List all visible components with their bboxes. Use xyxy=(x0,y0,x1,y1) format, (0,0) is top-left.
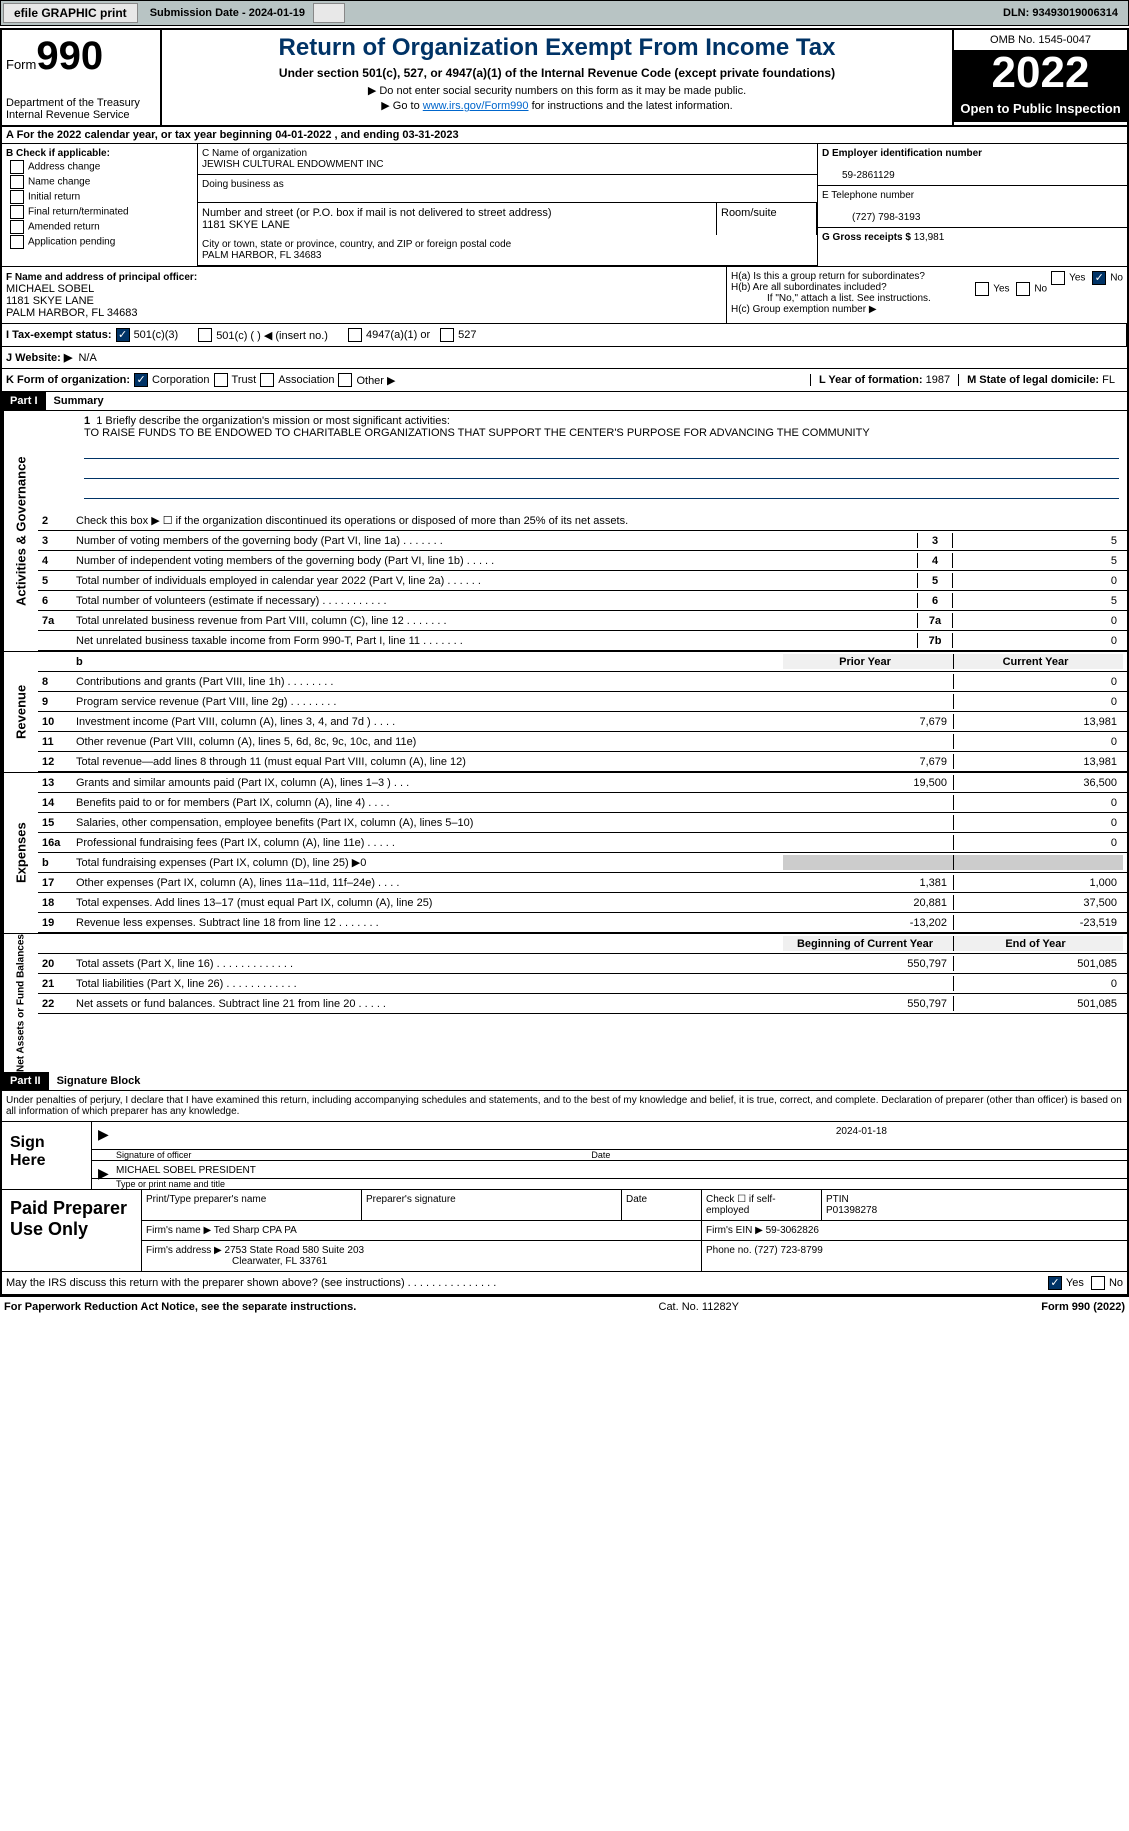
open-inspection: Open to Public Inspection xyxy=(954,95,1127,122)
org-city: PALM HARBOR, FL 34683 xyxy=(202,250,322,261)
form-title: Return of Organization Exempt From Incom… xyxy=(166,34,948,62)
paperwork-notice: For Paperwork Reduction Act Notice, see … xyxy=(4,1301,356,1313)
instr-goto: ▶ Go to www.irs.gov/Form990 for instruct… xyxy=(166,99,948,112)
cat-no: Cat. No. 11282Y xyxy=(356,1301,1041,1313)
form-label: Form xyxy=(6,57,36,72)
part2-hdr: Part II xyxy=(2,1072,49,1090)
form-subtitle: Under section 501(c), 527, or 4947(a)(1)… xyxy=(166,66,948,80)
sidebar-netassets: Net Assets or Fund Balances xyxy=(2,934,38,1072)
blank-button[interactable] xyxy=(313,3,345,23)
efile-print-button[interactable]: efile GRAPHIC print xyxy=(3,3,138,23)
col-de: D Employer identification number59-28611… xyxy=(817,144,1127,266)
tax-year: 2022 xyxy=(954,51,1127,95)
perjury-decl: Under penalties of perjury, I declare th… xyxy=(2,1091,1127,1122)
phone: (727) 798-3193 xyxy=(822,212,920,223)
section-a: A For the 2022 calendar year, or tax yea… xyxy=(2,127,1127,144)
irs-label: Internal Revenue Service xyxy=(6,109,156,121)
col-b: B Check if applicable: Address change Na… xyxy=(2,144,198,266)
org-name: JEWISH CULTURAL ENDOWMENT INC xyxy=(202,159,384,170)
mission-text: TO RAISE FUNDS TO BE ENDOWED TO CHARITAB… xyxy=(84,427,1119,439)
form-990: Form990 Department of the Treasury Inter… xyxy=(0,28,1129,1297)
top-bar: efile GRAPHIC print Submission Date - 20… xyxy=(0,0,1129,26)
sidebar-revenue: Revenue xyxy=(2,652,38,772)
org-street: 1181 SKYE LANE xyxy=(202,219,290,231)
sidebar-expenses: Expenses xyxy=(2,773,38,933)
form-ref: Form 990 (2022) xyxy=(1041,1301,1125,1313)
col-c: C Name of organizationJEWISH CULTURAL EN… xyxy=(198,144,817,266)
instr-ssn: ▶ Do not enter social security numbers o… xyxy=(166,84,948,97)
gross-receipts: 13,981 xyxy=(914,232,945,243)
paid-preparer: Paid Preparer Use Only xyxy=(2,1190,142,1271)
submission-date: Submission Date - 2024-01-19 xyxy=(142,7,313,19)
501c3-checkbox[interactable] xyxy=(116,328,130,342)
form-number: 990 xyxy=(36,34,103,78)
sign-here: Sign Here xyxy=(2,1122,92,1189)
dept-treasury: Department of the Treasury xyxy=(6,97,156,109)
ein: 59-2861129 xyxy=(822,170,895,181)
part1-hdr: Part I xyxy=(2,392,46,410)
sidebar-activities: Activities & Governance xyxy=(2,411,38,651)
dln: DLN: 93493019006314 xyxy=(1003,7,1126,19)
form990-link[interactable]: www.irs.gov/Form990 xyxy=(423,100,529,112)
